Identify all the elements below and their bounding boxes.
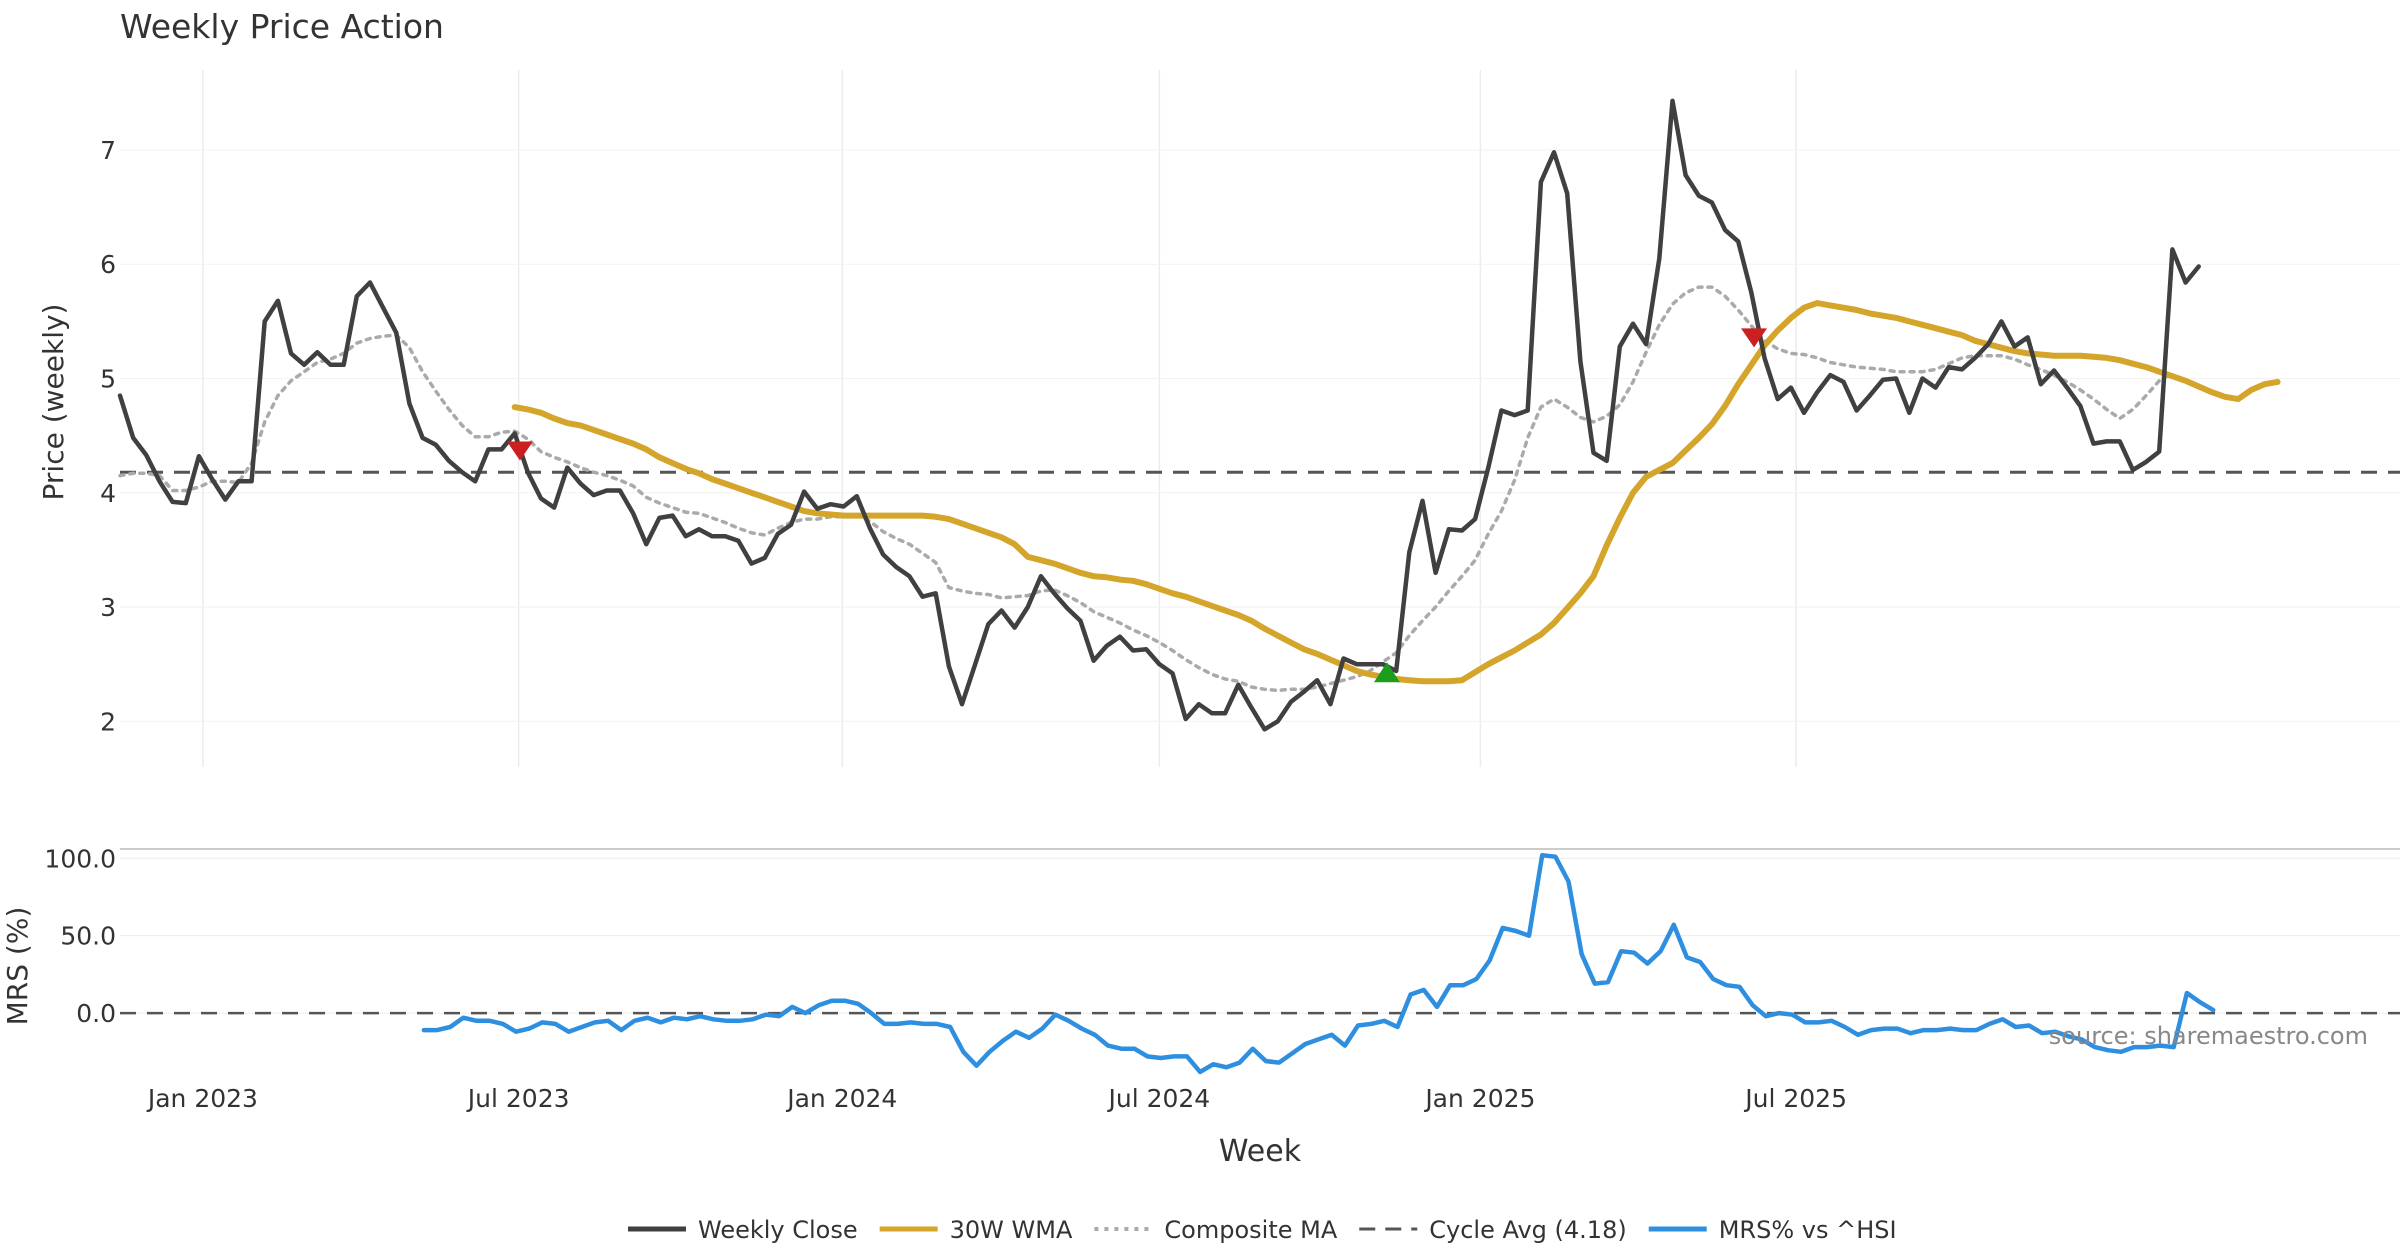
x-tick-label: Jan 2023: [146, 1084, 258, 1113]
buy-signal-marker: [1373, 662, 1400, 683]
mrs-ytick-label: 0.0: [76, 999, 116, 1028]
price-ytick-label: 5: [100, 365, 116, 394]
sell-signal-marker: [1741, 328, 1768, 348]
legend-label: 30W WMA: [950, 1216, 1073, 1244]
price-ytick-label: 3: [100, 593, 116, 622]
legend: Weekly Close 30W WMA Composite MA Cycle Avg…: [628, 1216, 1897, 1244]
x-tick-label: Jul 2023: [466, 1084, 570, 1113]
x-tick-label: Jan 2024: [785, 1084, 897, 1113]
mrs-axis-title: MRS (%): [1, 907, 34, 1026]
mrs-axis-ticks: 0.0 50.0 100.0: [44, 844, 116, 1028]
price-panel-gridlines: [120, 70, 2400, 767]
price-ytick-label: 7: [100, 136, 116, 165]
x-tick-label: Jul 2025: [1743, 1084, 1847, 1113]
weekly-close-line: [117, 98, 2201, 732]
price-axis-title: Price (weekly): [37, 304, 70, 501]
price-axis-ticks: 2 3 4 5 6 7: [100, 136, 116, 736]
x-axis-ticks: Jan 2023 Jul 2023 Jan 2024 Jul 2024 Jan 2025…: [146, 1084, 1847, 1113]
legend-label: Composite MA: [1164, 1216, 1337, 1244]
price-ytick-label: 2: [100, 707, 116, 736]
price-ytick-label: 6: [100, 250, 116, 279]
x-tick-label: Jan 2025: [1423, 1084, 1535, 1113]
sell-signal-marker: [506, 441, 533, 461]
price-ytick-label: 4: [100, 479, 116, 508]
x-axis-title: Week: [1219, 1134, 1302, 1169]
mrs-ytick-label: 50.0: [60, 922, 116, 951]
legend-label: MRS% vs ^HSI: [1719, 1216, 1897, 1244]
legend-label: Weekly Close: [698, 1216, 858, 1244]
legend-label: Cycle Avg (4.18): [1429, 1216, 1626, 1244]
source-label: source: sharemaestro.com: [2049, 1022, 2368, 1050]
mrs-series: [421, 852, 2216, 1075]
signal-markers: [506, 328, 1768, 683]
mrs-line: [421, 852, 2216, 1075]
chart-title: Weekly Price Action: [120, 7, 444, 46]
x-tick-label: Jul 2024: [1106, 1084, 1210, 1113]
composite-ma-line: [118, 285, 2175, 693]
mrs-ytick-label: 100.0: [44, 844, 116, 873]
